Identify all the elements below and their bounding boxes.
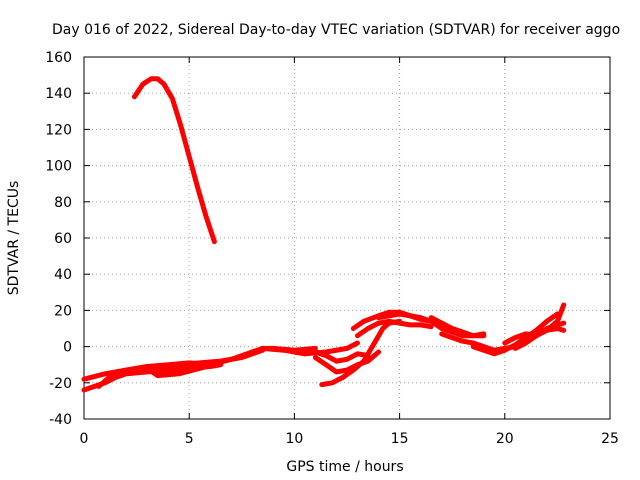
x-tick-label: 10 xyxy=(285,431,303,447)
y-tick-label: 100 xyxy=(45,159,72,175)
y-tick-label: -40 xyxy=(49,412,72,428)
x-axis-label: GPS time / hours xyxy=(286,459,403,475)
y-tick-label: -20 xyxy=(49,376,72,392)
series-line-arc-m xyxy=(428,315,487,339)
series-line-arc-r xyxy=(533,326,567,333)
y-tick-label: 140 xyxy=(45,86,72,102)
x-tick-label: 25 xyxy=(601,431,619,447)
grid xyxy=(84,57,610,419)
series-line-arc-j xyxy=(355,318,434,339)
series-line-arc-i xyxy=(312,349,382,375)
series-line-arc-e xyxy=(134,347,266,375)
y-axis-label: SDTVAR / TECUs xyxy=(6,181,22,296)
series-line-arc-g xyxy=(291,349,371,364)
x-tick-label: 0 xyxy=(80,431,89,447)
x-tick-label: 20 xyxy=(496,431,514,447)
x-tick-label: 15 xyxy=(391,431,409,447)
y-tick-label: 0 xyxy=(63,340,72,356)
series-line-arc-o xyxy=(470,311,560,357)
series-line-arc-a xyxy=(132,76,217,245)
series-line-arc-d xyxy=(96,360,224,389)
y-tick-label: 20 xyxy=(54,303,72,319)
y-tick-label: 80 xyxy=(54,195,72,211)
y-tick-label: 160 xyxy=(45,50,72,66)
y-tick-label: 40 xyxy=(54,267,72,283)
chart-title: Day 016 of 2022, Sidereal Day-to-day VTE… xyxy=(52,22,620,38)
x-tick-label: 5 xyxy=(185,431,194,447)
axis-ticks: 0 5 10 15 20 25 -40 -20 0 20 40 60 80 100 120 140 160 xyxy=(45,50,619,447)
y-tick-label: 120 xyxy=(45,122,72,138)
data-series xyxy=(81,76,567,393)
y-tick-label: 60 xyxy=(54,231,72,247)
